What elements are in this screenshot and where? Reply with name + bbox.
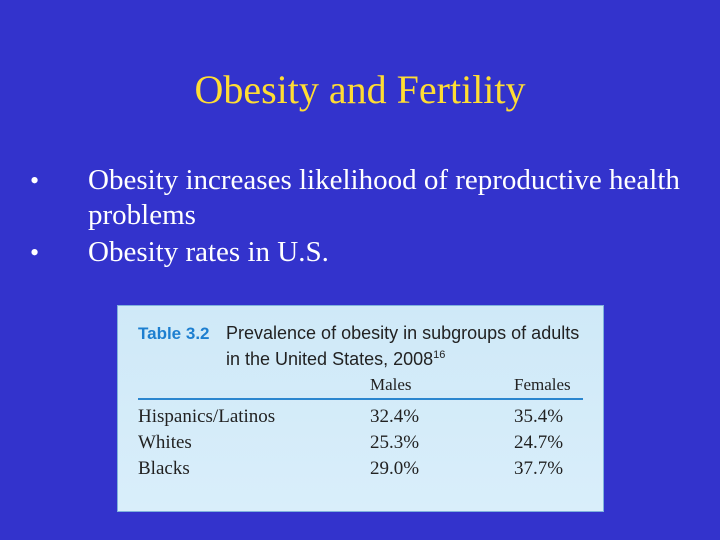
table-row: Hispanics/Latinos 32.4% 35.4% — [118, 406, 603, 432]
slide-title: Obesity and Fertility — [194, 67, 526, 112]
bullet-text: Obesity increases likelihood of reproduc… — [88, 164, 680, 231]
bullet-list: • Obesity increases likelihood of reprod… — [30, 163, 700, 272]
table-caption: Prevalence of obesity in subgroups of ad… — [226, 322, 596, 370]
bullet-marker: • — [30, 238, 40, 267]
cell-males: 25.3% — [370, 432, 420, 453]
bullet-text: Obesity rates in U.S. — [88, 236, 329, 268]
bullet-item: • Obesity rates in U.S. — [30, 235, 700, 270]
cell-males: 29.0% — [370, 458, 420, 479]
obesity-table: Table 3.2 Prevalence of obesity in subgr… — [117, 305, 604, 512]
cell-males: 32.4% — [370, 406, 420, 427]
table-row: Whites 25.3% 24.7% — [118, 432, 603, 458]
cell-females: 24.7% — [514, 432, 564, 453]
table-caption-text: Prevalence of obesity in subgroups of ad… — [226, 323, 580, 369]
row-label: Hispanics/Latinos — [138, 406, 276, 427]
table-number: Table 3.2 — [138, 324, 210, 343]
bullet-marker: • — [30, 166, 40, 195]
cell-females: 37.7% — [514, 458, 564, 479]
table-caption-reference: 16 — [433, 349, 446, 361]
column-header-females: Females — [514, 375, 571, 394]
table-row: Blacks 29.0% 37.7% — [118, 458, 603, 484]
row-label: Blacks — [138, 458, 190, 479]
column-header-males: Males — [370, 375, 412, 394]
cell-females: 35.4% — [514, 406, 564, 427]
row-label: Whites — [138, 432, 192, 453]
header-rule — [138, 398, 583, 400]
bullet-item: • Obesity increases likelihood of reprod… — [30, 163, 700, 233]
